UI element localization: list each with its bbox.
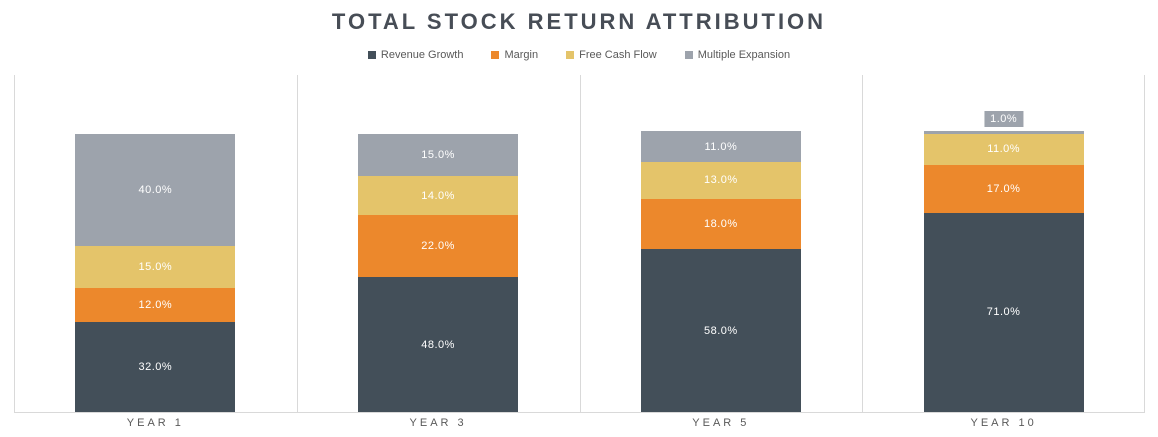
vertical-gridline	[14, 75, 15, 412]
bar-segment-free-cash-flow[interactable]: 14.0%	[358, 176, 519, 216]
x-axis-label-year-3: YEAR 3	[409, 417, 467, 429]
legend-item-revenue-growth[interactable]: Revenue Growth	[367, 49, 464, 61]
data-label: 14.0%	[421, 189, 455, 202]
legend-label: Revenue Growth	[380, 49, 464, 61]
data-label: 32.0%	[138, 361, 173, 374]
data-label: 11.0%	[987, 143, 1021, 156]
bar-segment-revenue-growth[interactable]: 48.0%	[358, 277, 519, 412]
data-label-outside: 1.0%	[984, 111, 1024, 128]
legend-label: Free Cash Flow	[579, 49, 657, 61]
legend-swatch-icon	[684, 51, 693, 59]
data-label: 48.0%	[421, 338, 455, 351]
x-axis-label-year-5: YEAR 5	[692, 417, 750, 429]
legend-swatch-icon	[491, 51, 500, 59]
bar-segment-revenue-growth[interactable]: 71.0%	[923, 212, 1084, 412]
data-label: 40.0%	[138, 184, 173, 197]
legend-item-margin[interactable]: Margin	[491, 49, 538, 61]
bar-segment-revenue-growth[interactable]: 32.0%	[75, 322, 236, 412]
data-label: 17.0%	[986, 182, 1021, 195]
stacked-bar-year-3: 48.0% 22.0% 14.0% 15.0%	[358, 75, 519, 412]
bar-segment-free-cash-flow[interactable]: 13.0%	[640, 162, 801, 199]
data-label: 71.0%	[986, 306, 1021, 319]
category-column-year-5: 58.0% 18.0% 13.0% 11.0%	[580, 75, 863, 412]
bar-segment-margin[interactable]: 22.0%	[358, 215, 519, 278]
plot-area: 32.0% 12.0% 15.0% 40.0% 48.0% 22.0% 14.0% 15.0%…	[14, 75, 1145, 413]
chart-title: TOTAL STOCK RETURN ATTRIBUTION	[331, 9, 827, 34]
legend-label: Margin	[504, 49, 539, 61]
chart-legend: Revenue Growth Margin Free Cash Flow Multip…	[0, 49, 1158, 61]
data-label: 13.0%	[704, 174, 738, 187]
data-label: 58.0%	[704, 324, 738, 337]
data-label: 12.0%	[138, 299, 173, 312]
bar-segment-free-cash-flow[interactable]: 15.0%	[75, 246, 236, 289]
bar-segment-revenue-growth[interactable]: 58.0%	[640, 249, 801, 412]
bar-segment-free-cash-flow[interactable]: 11.0%	[923, 133, 1084, 165]
bar-segment-multiple-expansion[interactable]: 15.0%	[358, 133, 519, 177]
legend-swatch-icon	[367, 51, 376, 59]
data-label: 11.0%	[704, 140, 738, 153]
x-axis-label-year-10: YEAR 10	[970, 417, 1037, 429]
bar-segment-multiple-expansion[interactable]: 40.0%	[75, 133, 236, 247]
data-label: 18.0%	[704, 217, 738, 230]
stacked-bar-year-5: 58.0% 18.0% 13.0% 11.0%	[640, 75, 801, 412]
data-label: 22.0%	[421, 240, 455, 253]
x-axis-label-year-1: YEAR 1	[126, 417, 184, 429]
bar-segment-margin[interactable]: 17.0%	[923, 164, 1084, 213]
legend-item-free-cash-flow[interactable]: Free Cash Flow	[566, 49, 657, 61]
data-label: 15.0%	[138, 261, 173, 274]
bar-segment-multiple-expansion[interactable]	[923, 131, 1084, 134]
x-axis-labels: YEAR 1 YEAR 3 YEAR 5 YEAR 10	[14, 417, 1145, 429]
bar-segment-multiple-expansion[interactable]: 11.0%	[640, 131, 801, 163]
vertical-gridline	[296, 75, 298, 412]
vertical-gridline	[862, 75, 864, 412]
legend-item-multiple-expansion[interactable]: Multiple Expansion	[684, 49, 791, 61]
vertical-gridline	[579, 75, 581, 412]
vertical-gridline	[1144, 75, 1145, 412]
category-column-year-10: 71.0% 17.0% 11.0% 1.0%	[862, 75, 1145, 412]
legend-swatch-icon	[566, 51, 575, 59]
category-column-year-3: 48.0% 22.0% 14.0% 15.0%	[297, 75, 580, 412]
bar-segment-margin[interactable]: 12.0%	[75, 288, 236, 323]
category-column-year-1: 32.0% 12.0% 15.0% 40.0%	[14, 75, 297, 412]
legend-label: Multiple Expansion	[697, 49, 791, 61]
stacked-bar-year-1: 32.0% 12.0% 15.0% 40.0%	[75, 75, 236, 412]
bar-segment-margin[interactable]: 18.0%	[640, 198, 801, 250]
data-label: 15.0%	[421, 149, 455, 162]
stacked-bar-year-10: 71.0% 17.0% 11.0% 1.0%	[923, 75, 1084, 412]
